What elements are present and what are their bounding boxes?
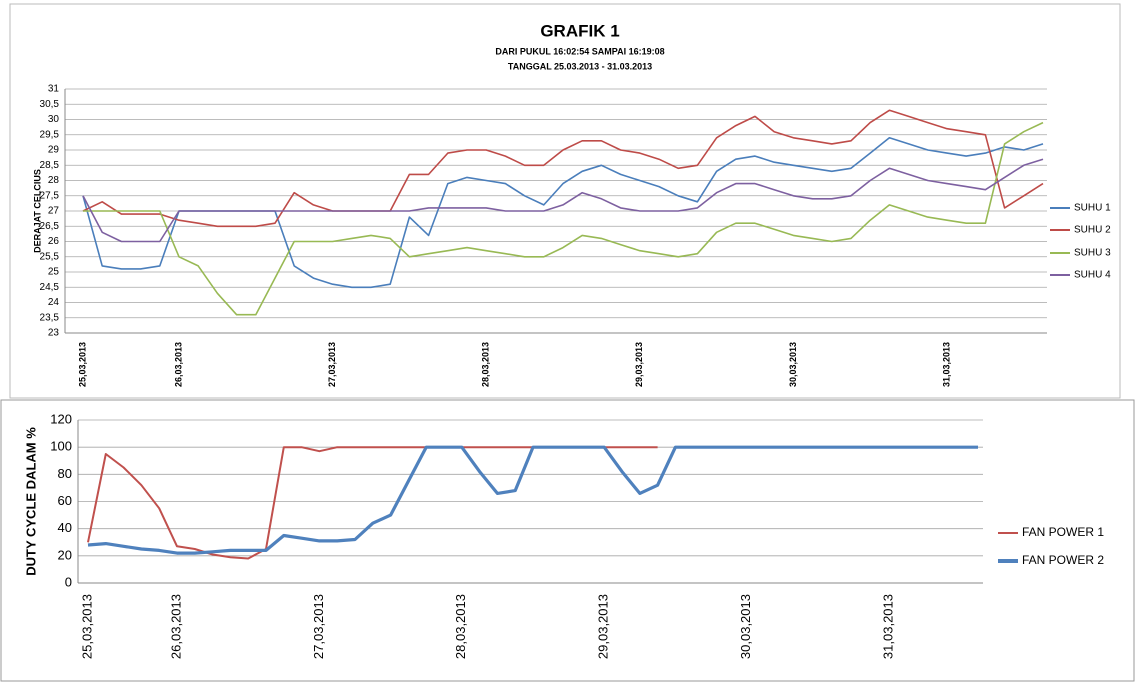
y-tick-label: 100 [50,439,72,454]
x-tick-label: 30,03,2013 [788,342,798,387]
y-tick-label: 120 [50,411,72,426]
y-tick-label: 60 [58,493,72,508]
y-tick-label: 24,5 [40,282,60,293]
y-tick-label: 27,5 [40,190,60,201]
chart-frame [9,3,1121,399]
x-tick-label: 27,03,2013 [311,594,326,659]
legend-label: FAN POWER 1 [1022,525,1104,539]
y-tick-label: 40 [58,520,72,535]
series-line [87,445,978,555]
y-tick-label: 29 [48,145,60,156]
legend-label: SUHU 1 [1074,203,1111,214]
y-tick-label: 28 [48,175,60,186]
y-tick-label: 30,5 [40,99,60,110]
x-tick-label: 31,03,2013 [880,594,895,659]
legend-label: SUHU 2 [1074,225,1111,236]
y-tick-label: 25,5 [40,251,60,262]
y-tick-label: 31 [48,84,60,95]
series-line [82,137,1044,289]
y-axis-label: DUTY CYCLE DALAM % [23,427,38,576]
chart-title: GRAFIK 1 [540,21,619,40]
legend-label: FAN POWER 2 [1022,553,1104,567]
y-tick-label: 80 [58,466,72,481]
x-tick-label: 31,03,2013 [941,342,951,387]
x-tick-label: 29,03,2013 [634,342,644,387]
chart-frame [0,399,1135,682]
series-line [83,121,1044,316]
x-tick-label: 29,03,2013 [596,594,611,659]
y-tick-label: 27 [48,206,60,217]
legend-label: SUHU 3 [1074,248,1111,259]
y-tick-label: 28,5 [40,160,60,171]
legend-label: SUHU 4 [1074,270,1111,281]
x-tick-label: 28,03,2013 [453,594,468,659]
x-tick-label: 30,03,2013 [738,594,753,659]
x-tick-label: 25,03,2013 [79,594,94,659]
series-line [87,446,658,560]
x-tick-label: 26,03,2013 [173,342,183,387]
y-tick-label: 29,5 [40,129,60,140]
y-tick-label: 20 [58,547,72,562]
chart-subtitle: TANGGAL 25.03.2013 - 31.03.2013 [508,61,652,71]
x-tick-label: 25,03,2013 [77,342,87,387]
y-axis-label: DERAJAT CELCIUS [32,169,42,253]
y-tick-label: 24 [48,297,60,308]
y-tick-label: 0 [65,574,72,589]
y-tick-label: 23 [48,328,60,339]
y-tick-label: 30 [48,114,60,125]
y-tick-label: 26 [48,236,60,247]
y-tick-label: 25 [48,267,60,278]
chart-subtitle: DARI PUKUL 16:02:54 SAMPAI 16:19:08 [495,46,664,56]
y-tick-label: 26,5 [40,221,60,232]
series-line [82,158,1044,243]
series-line [82,109,1044,228]
x-tick-label: 26,03,2013 [168,594,183,659]
x-tick-label: 27,03,2013 [327,342,337,387]
y-tick-label: 23,5 [40,312,60,323]
x-tick-label: 28,03,2013 [481,342,491,387]
